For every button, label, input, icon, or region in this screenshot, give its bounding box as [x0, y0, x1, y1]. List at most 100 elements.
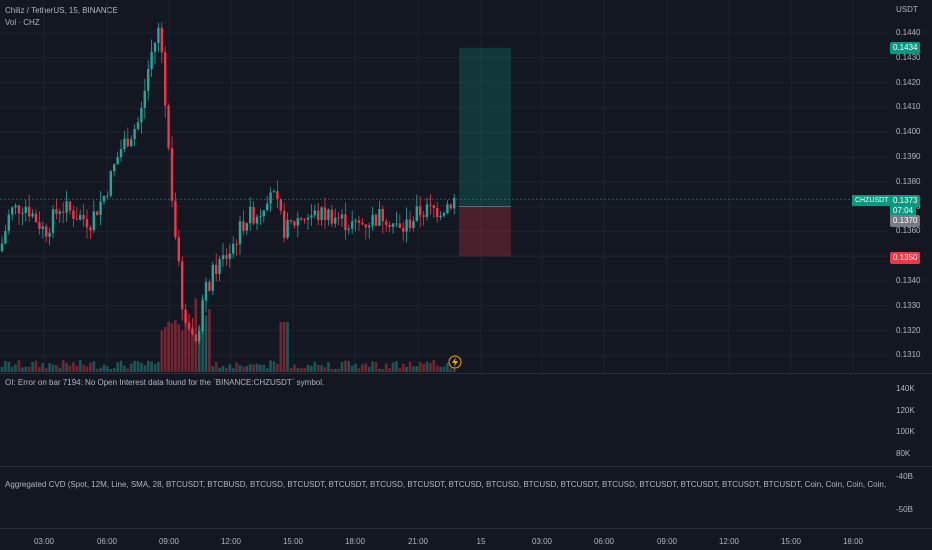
volume-bar — [361, 364, 364, 372]
candle-body — [313, 210, 316, 216]
volume-bar — [10, 366, 14, 372]
volume-legend[interactable]: Vol · CHZ — [5, 18, 40, 27]
candle-body — [167, 105, 170, 149]
volume-bars — [0, 297, 456, 372]
candle-body — [327, 209, 330, 220]
candle-body — [266, 203, 269, 211]
time-label: 12:00 — [220, 537, 242, 546]
volume-bar — [398, 367, 402, 372]
pane-separator[interactable] — [0, 466, 932, 467]
volume-bar — [310, 365, 313, 372]
volume-bar — [129, 363, 133, 372]
volume-bar — [442, 366, 446, 372]
time-label: 15:00 — [780, 537, 802, 546]
volume-bar — [65, 363, 68, 372]
oi-tick: 140K — [896, 384, 915, 393]
volume-bar — [374, 362, 378, 372]
volume-bar — [316, 364, 320, 372]
candle-body — [378, 209, 381, 226]
candle-body — [7, 214, 10, 231]
symbol-price-tag: CHZUSDT — [852, 195, 892, 206]
candle-body — [330, 209, 333, 224]
volume-bar — [401, 363, 405, 372]
volume-bar — [21, 367, 24, 372]
candle-body — [21, 212, 24, 214]
symbol-legend[interactable]: Chiliz / TetherUS, 15, BINANCE — [5, 6, 118, 15]
volume-bar — [51, 364, 55, 372]
volume-bar — [357, 368, 361, 372]
candle-body — [402, 227, 405, 232]
cvd-tick: -40B — [896, 472, 913, 481]
candle-body — [279, 198, 282, 211]
volume-bar — [180, 330, 184, 372]
volume-bar — [82, 364, 85, 372]
candle-body — [412, 221, 415, 228]
candle-body — [286, 219, 289, 238]
volume-bar — [160, 330, 164, 372]
candle-body — [72, 210, 75, 219]
candle-body — [48, 232, 51, 237]
candle-body — [147, 69, 150, 91]
candle-body — [82, 214, 85, 220]
candle-body — [208, 282, 211, 291]
volume-bar — [282, 322, 286, 372]
volume-bar — [286, 322, 289, 372]
candle-body — [255, 216, 259, 224]
candle-body — [143, 90, 146, 108]
candle-body — [259, 216, 262, 218]
volume-bar — [95, 368, 99, 372]
candle-body — [85, 219, 89, 228]
volume-bar — [330, 368, 334, 372]
candle-body — [133, 129, 136, 140]
currency-label: USDT — [896, 5, 918, 14]
candle-body — [211, 264, 214, 291]
candle-body — [436, 207, 439, 218]
candle-body — [344, 214, 347, 230]
pane-separator[interactable] — [0, 373, 932, 374]
candle-body — [11, 207, 14, 215]
candle-body — [361, 222, 364, 225]
volume-bar — [136, 360, 140, 372]
volume-bar — [112, 368, 116, 372]
volume-bar — [439, 366, 442, 372]
candle-body — [228, 253, 231, 259]
volume-bar — [157, 361, 160, 372]
candle-body — [306, 217, 310, 220]
volume-bar — [327, 362, 330, 372]
lightning-icon[interactable] — [448, 355, 462, 369]
time-label: 15:00 — [282, 537, 304, 546]
candle-body — [123, 138, 126, 150]
candle-body — [303, 219, 306, 221]
candle-body — [415, 206, 418, 222]
volume-bar — [153, 364, 157, 372]
price-tick: 0.1360 — [896, 226, 921, 236]
candlestick-chart[interactable] — [0, 0, 888, 373]
take-profit-tag: 0.1434 — [890, 42, 921, 54]
candle-body — [204, 282, 208, 301]
candle-body — [51, 209, 55, 233]
volume-bar — [143, 365, 147, 372]
candle-body — [157, 27, 160, 43]
volume-bar — [41, 363, 45, 372]
candle-body — [109, 171, 112, 196]
volume-bar — [170, 323, 174, 372]
price-axis[interactable]: USDT 0.1440 0.1430 0.1420 0.1410 0.1400 0.139… — [888, 0, 932, 373]
candle-body — [439, 215, 442, 218]
volume-bar — [55, 365, 58, 372]
candle-body — [164, 52, 167, 106]
candle-body — [24, 206, 27, 213]
candle-body — [453, 197, 456, 209]
volume-bar — [313, 361, 317, 372]
candle-body — [174, 200, 177, 238]
candle-body — [340, 214, 344, 219]
candle-body — [17, 205, 21, 214]
entry-price-tag: 0.1370 — [890, 215, 921, 227]
volume-bar — [415, 366, 419, 372]
candle-body — [422, 215, 425, 217]
candle-body — [79, 214, 82, 220]
candle-body — [368, 225, 371, 228]
candle-body — [429, 204, 432, 206]
candle-countdown: 07:04 — [890, 205, 917, 217]
volume-bar — [299, 367, 303, 372]
volume-bar — [262, 364, 266, 372]
